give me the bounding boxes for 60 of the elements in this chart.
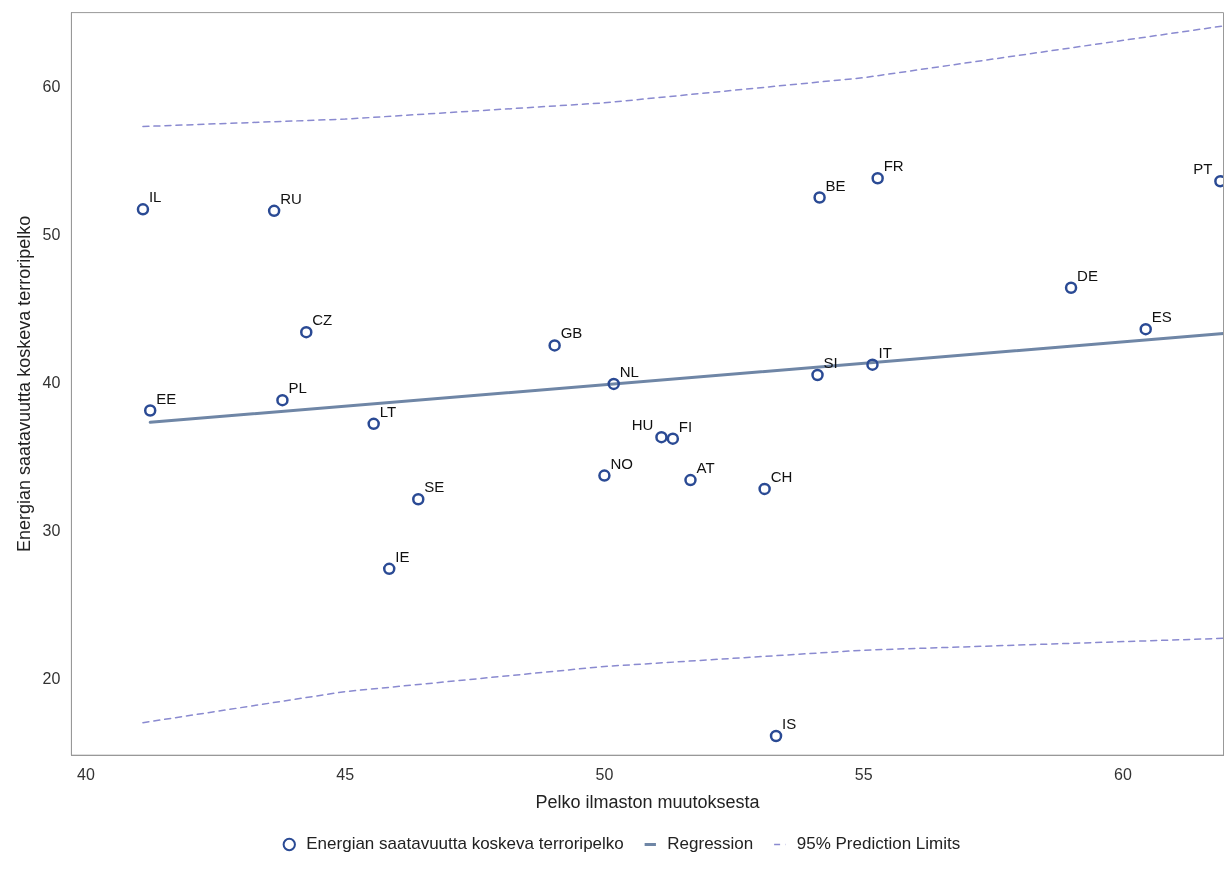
legend-label: 95% Prediction Limits [796,834,961,854]
y-tick-label: 40 [42,374,61,392]
x-tick-label: 40 [77,766,95,784]
point [548,339,561,352]
annotation: EE [156,389,177,407]
x-axis-title: Pelko ilmaston muutoksesta [535,792,761,813]
annotation: GB [560,324,583,342]
annotation: AT [696,459,715,477]
x-tick-label: 60 [1114,766,1132,784]
point [769,729,783,743]
point [136,203,150,216]
point [267,204,281,218]
legend-label: Energian saatavuutta koskeva terroripelko [306,834,624,854]
y-axis-title: Energian saatavuutta koskeva terroripelko [13,215,34,552]
y-tick-label: 20 [42,670,61,688]
point [143,404,157,417]
point [655,430,668,444]
annotation: SE [424,478,445,496]
point [666,432,680,445]
x-tick-label: 50 [595,766,614,784]
legend-label: Regression [667,834,754,854]
point [607,377,620,391]
point [276,393,289,407]
line-series [142,25,1224,128]
point [758,482,771,496]
point [367,417,380,431]
annotation: IT [878,343,892,361]
annotation: HU [631,416,654,434]
annotation: ES [1151,308,1172,326]
y-tick-label: 60 [42,78,61,96]
annotation: CZ [312,311,333,329]
annotation: IE [395,547,410,565]
point [811,368,824,382]
point [382,562,396,576]
annotation: RU [280,189,302,207]
annotation: PT [1193,160,1213,178]
point [412,493,425,506]
annotation: IS [782,714,797,732]
point [866,358,879,371]
point [1064,281,1078,294]
annotation: DE [1077,266,1098,284]
y-tick-label: 50 [42,226,61,244]
annotation: PL [288,379,307,397]
annotation: NL [619,362,639,380]
point [813,191,826,204]
point [598,469,611,482]
x-tick-label: 45 [336,766,355,784]
point [684,473,697,487]
annotation: FR [883,157,904,175]
annotation: LT [379,402,397,420]
point [300,325,313,339]
y-tick-label: 30 [42,522,61,540]
annotation: IL [148,188,162,206]
x-tick-label: 55 [854,766,873,784]
annotation: FI [678,417,693,435]
point [871,172,884,185]
point [1139,322,1152,336]
annotation: NO [610,454,633,472]
annotation: BE [825,176,846,194]
annotation: CH [770,467,793,485]
